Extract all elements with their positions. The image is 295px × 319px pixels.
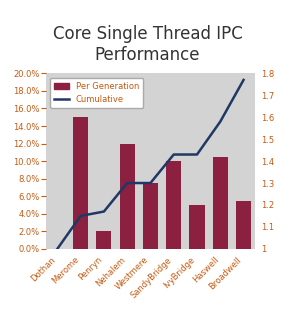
Bar	[73, 117, 88, 249]
Bar	[166, 161, 181, 249]
Legend: Per Generation, Cumulative: Per Generation, Cumulative	[50, 78, 143, 108]
Bar	[189, 205, 204, 249]
Bar	[119, 144, 135, 249]
Text: Core Single Thread IPC
Performance: Core Single Thread IPC Performance	[53, 25, 242, 64]
Bar	[213, 157, 228, 249]
Bar	[96, 231, 112, 249]
Bar	[143, 183, 158, 249]
Bar	[236, 201, 251, 249]
